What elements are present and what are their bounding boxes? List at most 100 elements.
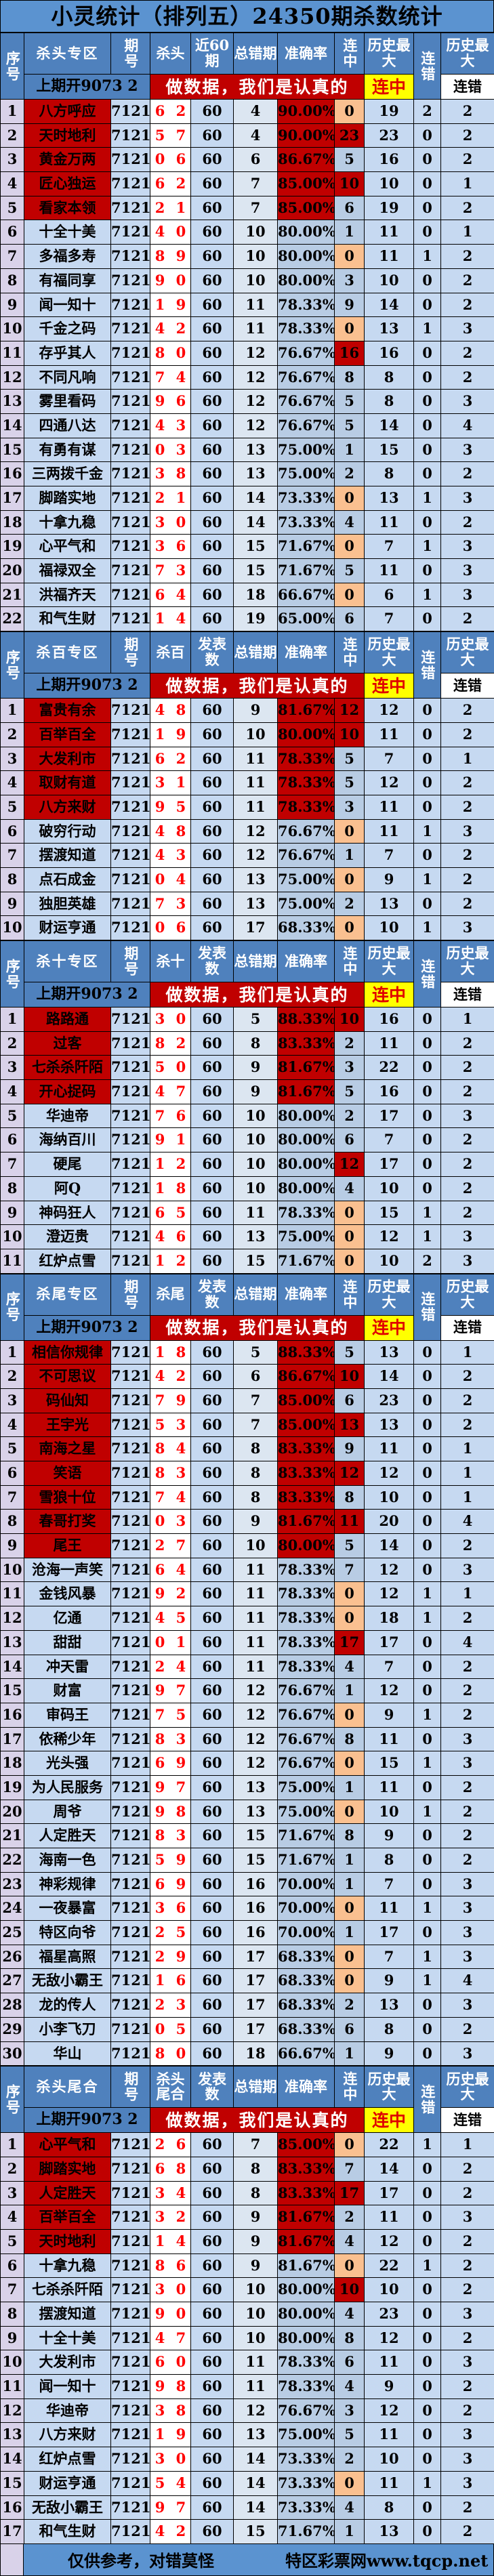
period-cell: 7121	[111, 2350, 150, 2375]
player-name: 码仙知	[24, 1388, 111, 1413]
history-max-miss-header: 历史最大	[441, 2066, 494, 2108]
miss-streak-cell: 2	[414, 1249, 441, 1273]
accuracy-cell: 73.33%	[278, 2495, 335, 2520]
hit-streak-cell: 0	[335, 535, 365, 559]
total-miss-cell: 11	[234, 1558, 278, 1582]
period-cell: 7121	[111, 2017, 150, 2041]
publish-count-cell: 60	[191, 2133, 234, 2157]
hit-max-cell: 7	[365, 1655, 414, 1679]
hit-max-cell: 13	[365, 1413, 414, 1437]
accuracy-cell: 80.00%	[278, 1176, 335, 1201]
kill-numbers: 3 4	[150, 2181, 191, 2205]
miss-streak-cell: 0	[414, 1630, 441, 1655]
seq-cell: 3	[1, 747, 24, 771]
miss-streak-cell: 1	[414, 1606, 441, 1631]
period-cell: 7121	[111, 1703, 150, 1727]
miss-max-cell: 2	[441, 2520, 494, 2544]
period-cell: 7121	[111, 1201, 150, 1225]
period-cell: 7121	[111, 2205, 150, 2230]
miss-max-cell: 3	[441, 1945, 494, 1969]
hit-max-cell: 11	[365, 245, 414, 269]
kill-numbers: 2 1	[150, 196, 191, 220]
kill-numbers: 9 1	[150, 1128, 191, 1152]
total-miss-cell: 15	[234, 535, 278, 559]
player-name: 沧海一声笑	[24, 1558, 111, 1582]
miss-streak-cell: 1	[414, 486, 441, 511]
total-miss-cell: 12	[234, 2398, 278, 2423]
seq-cell: 6	[1, 819, 24, 844]
total-miss-cell: 8	[234, 1461, 278, 1486]
player-name: 十拿九稳	[24, 2253, 111, 2278]
period-cell: 7121	[111, 559, 150, 583]
hit-streak-cell: 0	[335, 1582, 365, 1606]
player-name: 福禄双全	[24, 559, 111, 583]
player-name: 有福同享	[24, 268, 111, 293]
hit-streak-cell: 6	[335, 196, 365, 220]
miss-streak-cell: 0	[414, 2326, 441, 2350]
player-name: 四通八达	[24, 413, 111, 438]
accuracy-cell: 76.67%	[278, 2398, 335, 2423]
period-cell: 7121	[111, 2253, 150, 2278]
accuracy-cell: 76.67%	[278, 1727, 335, 1751]
miss-max-cell: 2	[441, 2253, 494, 2278]
miss-streak-cell: 0	[414, 844, 441, 868]
miss-max-cell: 3	[441, 535, 494, 559]
total-miss-cell: 10	[234, 2326, 278, 2350]
miss-max-cell: 1	[441, 747, 494, 771]
total-miss-cell: 9	[234, 2253, 278, 2278]
period-cell: 7121	[111, 607, 150, 631]
miss-streak-cell: 0	[414, 510, 441, 535]
miss-max-cell: 3	[441, 916, 494, 940]
miss-max-cell: 1	[441, 1340, 494, 1365]
seq-cell: 4	[1, 172, 24, 196]
hit-streak-cell: 2	[335, 462, 365, 486]
miss-max-cell: 1	[441, 1007, 494, 1032]
accuracy-cell: 70.00%	[278, 1872, 335, 1896]
publish-count-cell: 60	[191, 1485, 234, 1510]
kill-numbers: 2 9	[150, 1945, 191, 1969]
kill-numbers: 4 2	[150, 1365, 191, 1389]
hit-max-cell: 10	[365, 2447, 414, 2472]
miss-max-cell: 3	[441, 2302, 494, 2327]
total-miss-header: 总错期	[234, 33, 278, 75]
period-cell: 7121	[111, 1993, 150, 2018]
total-miss-cell: 12	[234, 341, 278, 365]
publish-count-cell: 60	[191, 607, 234, 631]
publish-count-cell: 60	[191, 1365, 234, 1389]
seq-cell: 7	[1, 1152, 24, 1177]
publish-count-cell: 60	[191, 1201, 234, 1225]
total-miss-header: 总错期	[234, 941, 278, 982]
hit-streak-cell: 10	[335, 1365, 365, 1389]
kill-numbers: 1 9	[150, 293, 191, 317]
period-cell: 7121	[111, 413, 150, 438]
hit-streak-cell: 3	[335, 795, 365, 819]
hit-max-cell: 11	[365, 1727, 414, 1751]
hit-streak-cell: 7	[335, 1558, 365, 1582]
miss-max-cell: 2	[441, 148, 494, 172]
period-cell: 7121	[111, 1969, 150, 1993]
accuracy-cell: 71.67%	[278, 559, 335, 583]
hit-streak-cell: 1	[335, 1872, 365, 1896]
hit-streak-cell: 0	[335, 100, 365, 124]
kill-numbers: 8 3	[150, 1461, 191, 1486]
seq-cell: 9	[1, 293, 24, 317]
footer-site-link[interactable]: 特区彩票网www.tqcp.net	[285, 2548, 488, 2571]
hit-sub-label: 连中	[365, 673, 414, 699]
footer-bar: 仅供参考，对错莫怪 特区彩票网www.tqcp.net	[24, 2544, 494, 2576]
hit-max-cell: 16	[365, 341, 414, 365]
kill-numbers: 4 5	[150, 1606, 191, 1631]
period-cell: 7121	[111, 2447, 150, 2472]
kill-numbers: 7 3	[150, 892, 191, 916]
hit-streak-cell: 0	[335, 819, 365, 844]
hit-streak-cell: 16	[335, 341, 365, 365]
seq-cell: 5	[1, 795, 24, 819]
period-cell: 7121	[111, 535, 150, 559]
miss-streak-cell: 0	[414, 1388, 441, 1413]
player-name: 百举百全	[24, 2205, 111, 2230]
kill-numbers: 9 0	[150, 268, 191, 293]
